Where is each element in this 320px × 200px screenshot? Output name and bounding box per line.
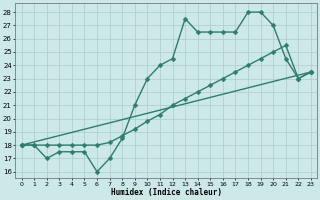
X-axis label: Humidex (Indice chaleur): Humidex (Indice chaleur) bbox=[111, 188, 222, 197]
